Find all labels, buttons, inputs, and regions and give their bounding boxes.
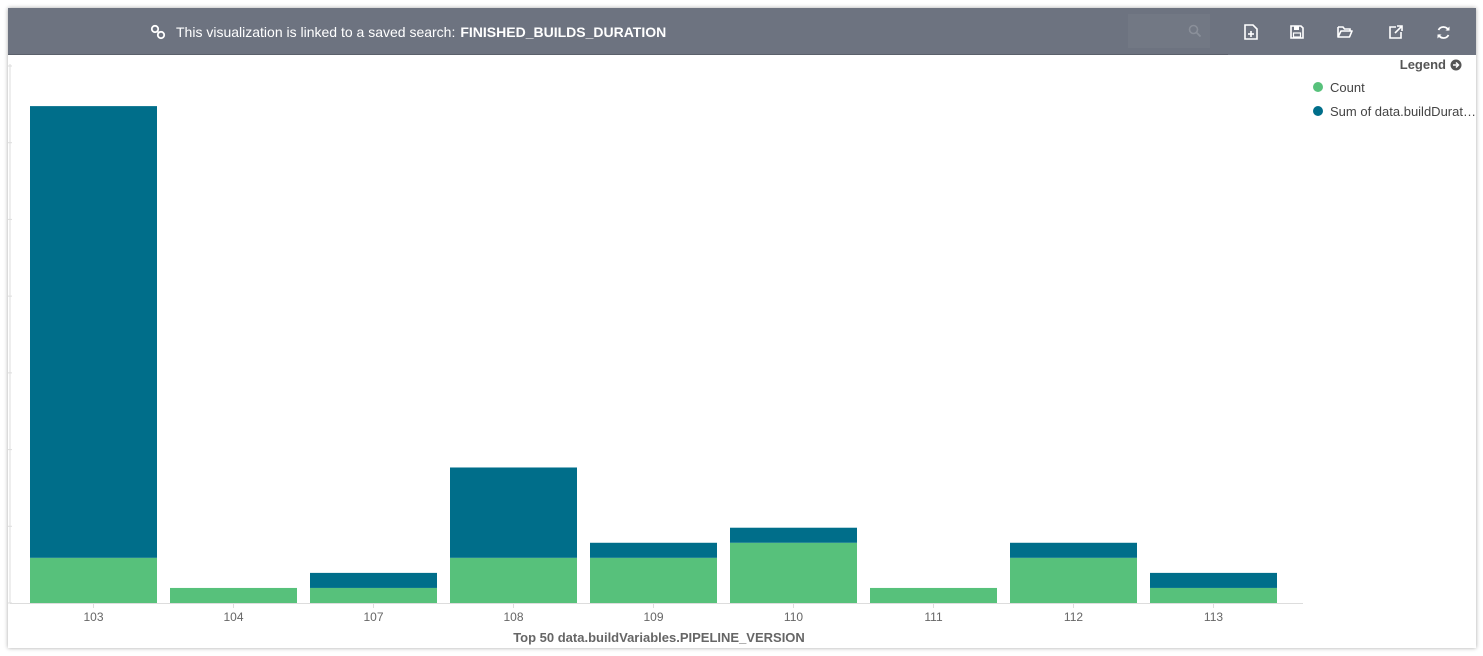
legend-list: Count Sum of data.buildDurat… (1313, 75, 1476, 123)
bar-sum-duration[interactable] (30, 106, 157, 558)
x-tick-label: 112 (1064, 610, 1083, 624)
bar-count[interactable] (590, 557, 717, 603)
refresh-icon (1437, 25, 1449, 39)
save-button[interactable] (1287, 22, 1307, 42)
bar-count[interactable] (30, 557, 157, 603)
search-icon (1188, 24, 1202, 38)
x-tick-label: 110 (784, 610, 803, 624)
bar-count[interactable] (1010, 557, 1137, 603)
bar-count[interactable] (730, 542, 857, 603)
bar-count[interactable] (310, 587, 437, 603)
toolbar-actions (1228, 8, 1476, 55)
legend-color-dot (1313, 106, 1323, 116)
linked-search-notice: This visualization is linked to a saved … (150, 8, 666, 55)
legend-toggle-label: Legend (1399, 57, 1446, 72)
saved-search-name[interactable]: FINISHED_BUILDS_DURATION (460, 23, 667, 40)
share-button[interactable] (1385, 22, 1405, 42)
bar-sum-duration[interactable] (450, 467, 577, 558)
bar-count[interactable] (170, 587, 297, 603)
save-icon (1290, 25, 1304, 39)
share-icon (1388, 24, 1403, 39)
open-icon (1337, 26, 1353, 38)
bar-chart: 103 104 107 108 109 110 111 112 113 (8, 64, 1303, 624)
new-visualization-icon (1244, 24, 1258, 40)
bar-count[interactable] (870, 587, 997, 603)
legend-toggle[interactable]: Legend (1400, 57, 1462, 72)
bar-count[interactable] (1150, 587, 1277, 603)
link-icon (150, 24, 166, 39)
legend-label: Sum of data.buildDurat… (1330, 103, 1476, 119)
x-tick-label: 107 (363, 610, 383, 624)
visualization-panel: This visualization is linked to a saved … (8, 8, 1476, 648)
legend-label: Count (1330, 79, 1365, 95)
bar-sum-duration[interactable] (1010, 542, 1137, 558)
visualization-toolbar: This visualization is linked to a saved … (8, 8, 1476, 55)
legend-item-sum[interactable]: Sum of data.buildDurat… (1313, 99, 1476, 123)
legend-color-dot (1313, 82, 1323, 92)
search-box[interactable] (1128, 14, 1210, 48)
bar-sum-duration[interactable] (730, 527, 857, 543)
refresh-button[interactable] (1433, 22, 1453, 42)
x-tick-label: 103 (83, 610, 103, 624)
arrow-right-circle-icon (1450, 59, 1462, 70)
x-tick-label: 113 (1204, 610, 1223, 624)
x-axis-title: Top 50 data.buildVariables.PIPELINE_VERS… (513, 630, 805, 645)
x-tick-label: 104 (223, 610, 243, 624)
bar-sum-duration[interactable] (1150, 572, 1277, 588)
legend-item-count[interactable]: Count (1313, 75, 1476, 99)
x-tick-label: 111 (924, 610, 943, 624)
open-button[interactable] (1335, 22, 1355, 42)
x-tick-label: 108 (503, 610, 523, 624)
bar-sum-duration[interactable] (590, 542, 717, 558)
linked-search-text: This visualization is linked to a saved … (176, 23, 456, 40)
bar-sum-duration[interactable] (310, 572, 437, 588)
new-visualization-button[interactable] (1241, 22, 1261, 42)
bar-count[interactable] (450, 557, 577, 603)
x-tick-label: 109 (643, 610, 663, 624)
chart-area: 103 104 107 108 109 110 111 112 113 Legend Count… (8, 56, 1476, 648)
